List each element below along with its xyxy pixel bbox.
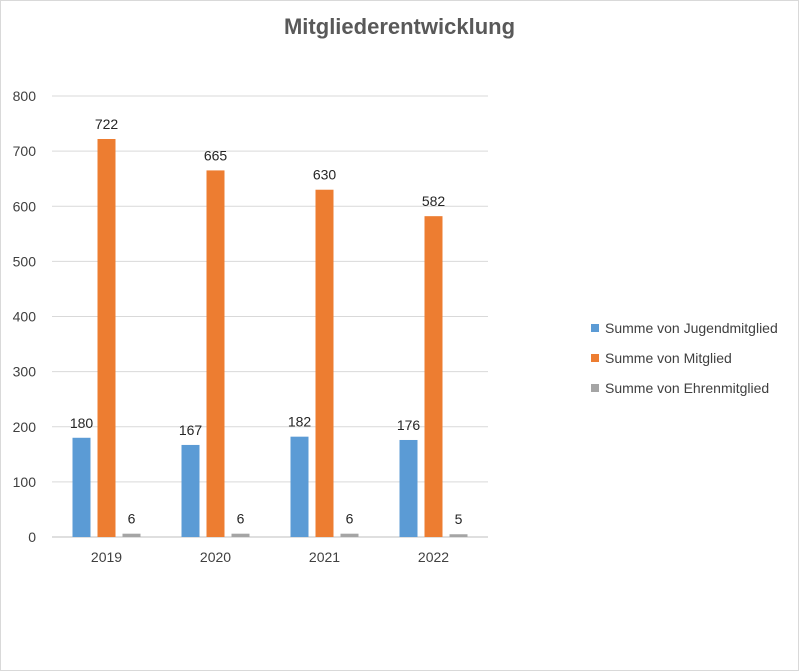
data-label: 665 bbox=[204, 147, 228, 163]
legend-label: Summe von Jugendmitglied bbox=[605, 320, 778, 336]
x-tick-label: 2021 bbox=[309, 549, 340, 565]
data-label: 180 bbox=[70, 415, 94, 431]
y-tick-label: 600 bbox=[13, 198, 37, 214]
data-label: 630 bbox=[313, 167, 337, 183]
bar bbox=[315, 189, 334, 537]
bar bbox=[122, 533, 141, 537]
data-label: 167 bbox=[179, 422, 203, 438]
data-label: 582 bbox=[422, 193, 446, 209]
data-label: 6 bbox=[128, 511, 136, 527]
legend-swatch bbox=[591, 324, 599, 332]
y-tick-label: 300 bbox=[13, 364, 37, 380]
bar bbox=[424, 216, 443, 538]
data-label: 6 bbox=[237, 511, 245, 527]
legend-label: Summe von Mitglied bbox=[605, 350, 732, 366]
bar bbox=[72, 437, 91, 537]
x-tick-label: 2019 bbox=[91, 549, 122, 565]
data-label: 5 bbox=[455, 511, 463, 527]
x-tick-label: 2020 bbox=[200, 549, 231, 565]
y-tick-label: 100 bbox=[13, 474, 37, 490]
legend-label: Summe von Ehrenmitglied bbox=[605, 380, 769, 396]
bar bbox=[340, 533, 359, 537]
data-label: 6 bbox=[346, 511, 354, 527]
y-tick-label: 400 bbox=[13, 309, 37, 325]
y-tick-label: 200 bbox=[13, 419, 37, 435]
legend-swatch bbox=[591, 384, 599, 392]
data-label: 722 bbox=[95, 116, 119, 132]
bar bbox=[181, 444, 200, 537]
data-label: 176 bbox=[397, 417, 421, 433]
bar bbox=[290, 436, 309, 537]
bar bbox=[97, 138, 116, 537]
y-tick-label: 700 bbox=[13, 143, 37, 159]
bar bbox=[399, 439, 418, 537]
legend-swatch bbox=[591, 354, 599, 362]
x-tick-label: 2022 bbox=[418, 549, 449, 565]
bar bbox=[449, 534, 468, 537]
bar bbox=[231, 533, 250, 537]
y-tick-label: 500 bbox=[13, 253, 37, 269]
chart-title: Mitgliederentwicklung bbox=[283, 14, 516, 39]
data-label: 182 bbox=[288, 414, 312, 430]
y-tick-label: 800 bbox=[13, 88, 37, 104]
y-tick-label: 0 bbox=[28, 529, 36, 545]
bar bbox=[206, 170, 225, 537]
